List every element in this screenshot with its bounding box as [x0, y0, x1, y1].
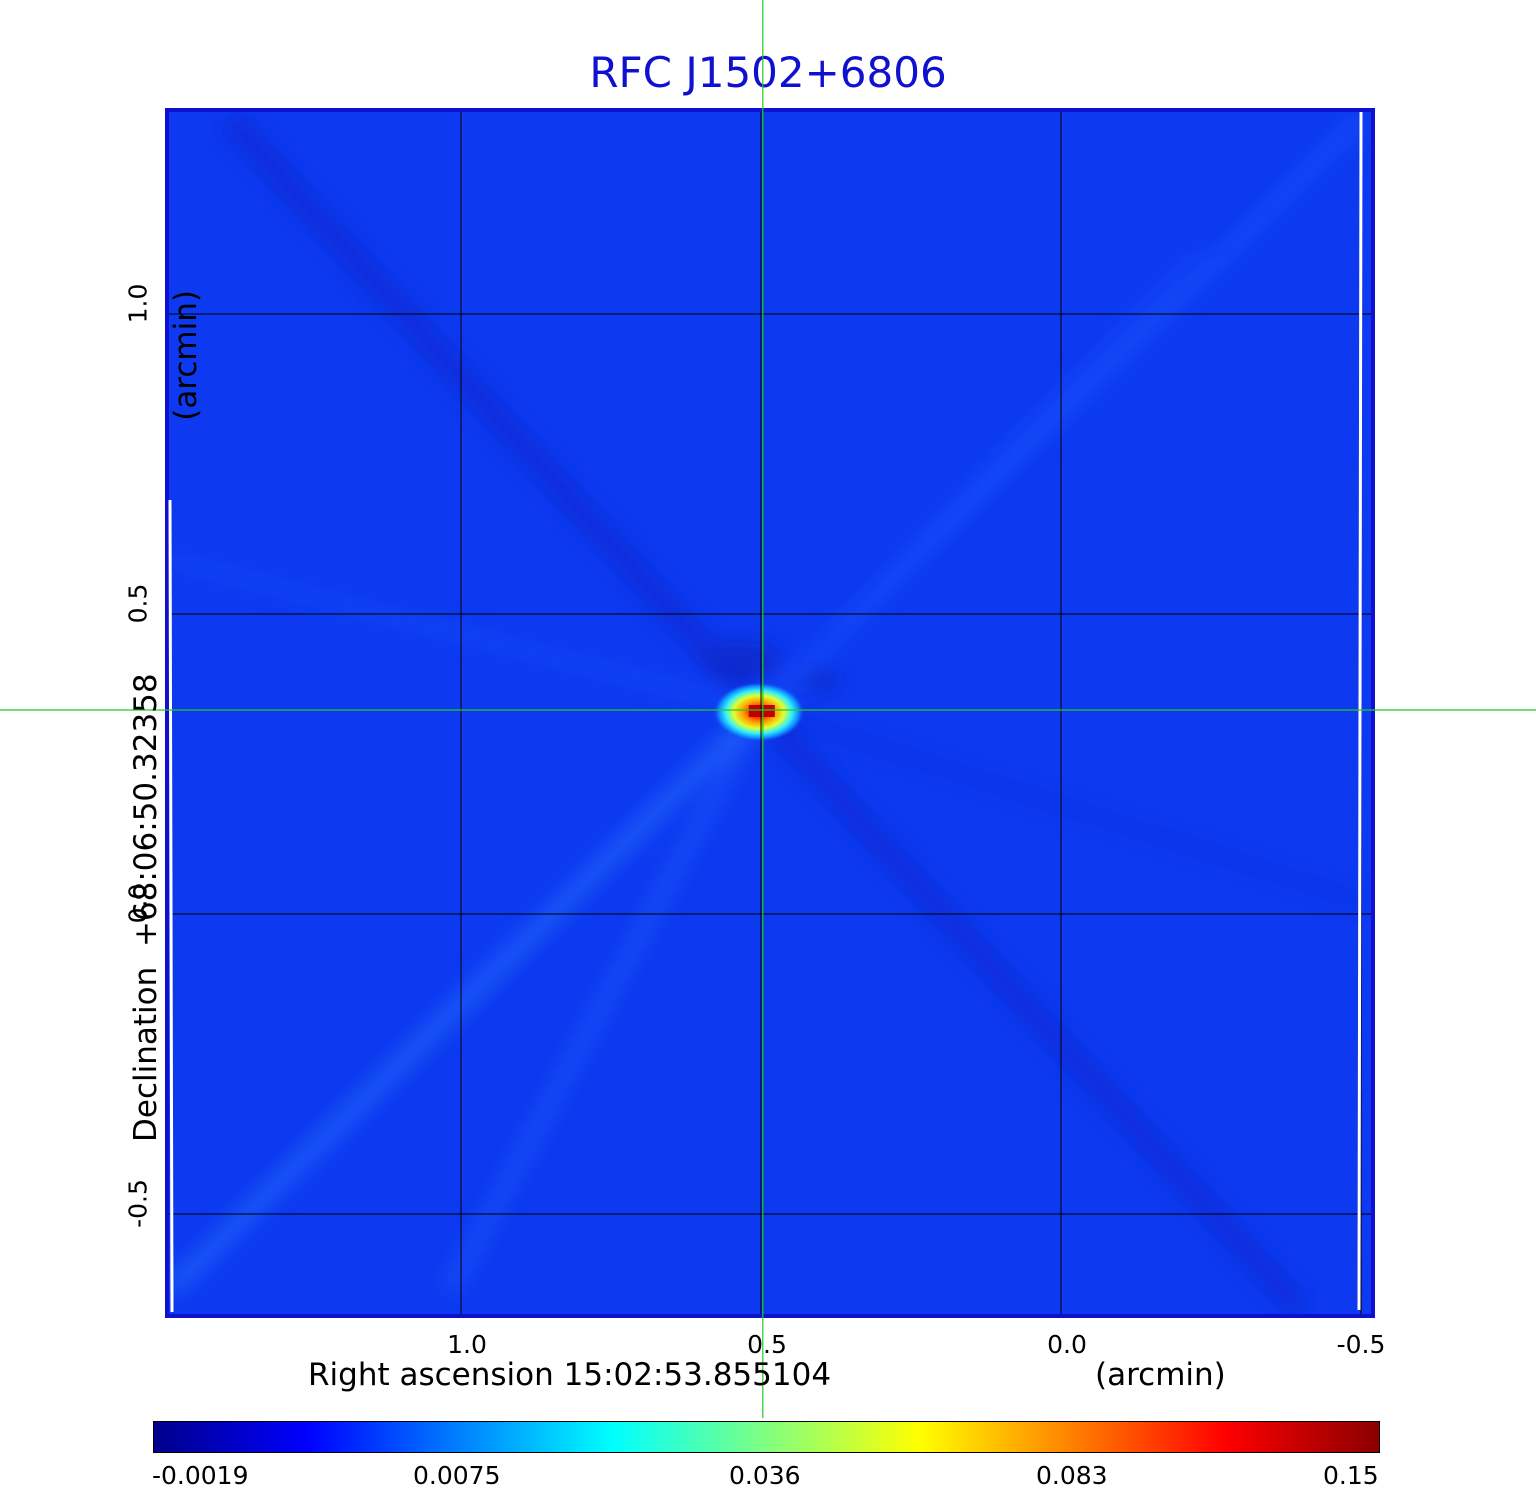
x-axis-label: Right ascension 15:02:53.855104 [308, 1357, 832, 1393]
colorbar [153, 1421, 1380, 1453]
x-axis-unit: (arcmin) [1095, 1357, 1226, 1393]
colorbar-tick-label: 0.0075 [413, 1461, 501, 1490]
x-tick-label: 0.5 [747, 1330, 787, 1359]
colorbar-tick-label: 0.083 [1036, 1461, 1108, 1490]
y-axis-unit: (arcmin) [168, 290, 204, 421]
colorbar-tick-label: 0.15 [1323, 1461, 1379, 1490]
y-tick-label: -0.5 [123, 1179, 153, 1228]
y-axis-label: Declination +68:06:50.32358 [128, 673, 164, 1142]
sidelobe-pattern [167, 111, 1365, 1316]
y-tick-label: 1.0 [123, 283, 153, 324]
plot-title: RFC J1502+6806 [589, 48, 947, 97]
y-tick-label: 0.5 [123, 583, 153, 624]
colorbar-tick-label: -0.0019 [152, 1461, 249, 1490]
x-tick-label: -0.5 [1336, 1330, 1386, 1359]
x-tick-label: 0.0 [1047, 1330, 1087, 1359]
coordinate-grid [167, 110, 1373, 1316]
y-axis-label-container: Declination +68:06:50.32358 (arcmin) [86, 290, 204, 1142]
x-tick-label: 1.0 [447, 1330, 487, 1359]
plot-frame [165, 108, 1375, 1318]
colorbar-tick-label: 0.036 [729, 1461, 801, 1490]
source-core [748, 705, 775, 717]
frame-inner-line [1357, 111, 1363, 1311]
frame-inner-line [168, 499, 174, 1313]
